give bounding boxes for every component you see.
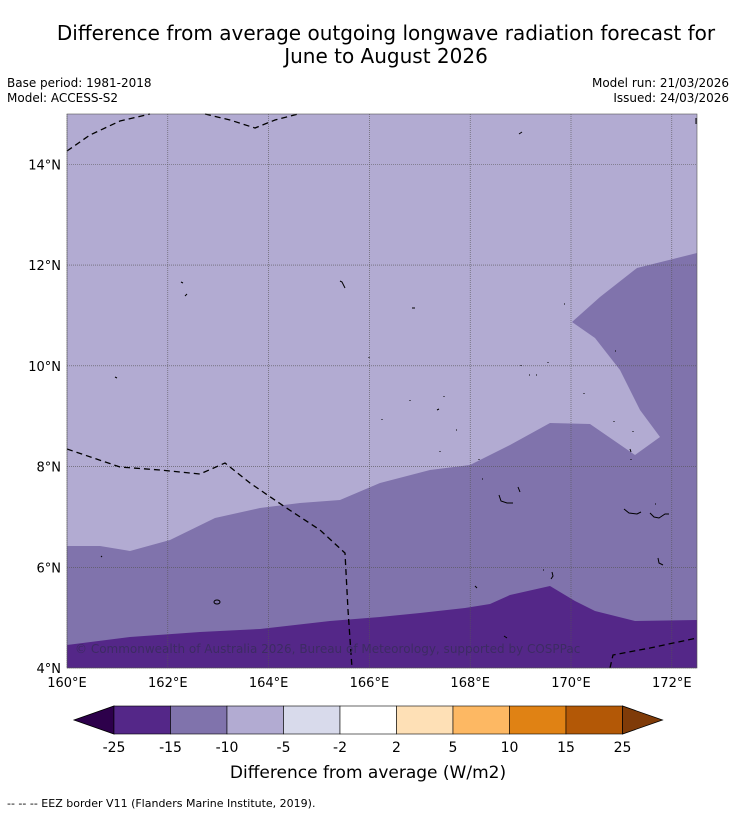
- colorbar-segment: [113, 705, 171, 735]
- lat-tick-label: 8°N: [37, 461, 62, 476]
- issued-date: Issued: 24/03/2026: [613, 91, 729, 105]
- meta-right: Model run: 21/03/2026 Issued: 24/03/2026: [592, 76, 729, 106]
- lon-tick-label: 166°E: [350, 676, 390, 691]
- colorbar-tick-label: -5: [277, 740, 291, 756]
- title-line-1: Difference from average outgoing longwav…: [56, 21, 716, 45]
- lat-tick-label: 6°N: [37, 561, 62, 576]
- lat-tick-label: 12°N: [28, 259, 61, 274]
- colorbar-extend-min: [72, 705, 115, 735]
- meta-left: Base period: 1981-2018 Model: ACCESS-S2: [7, 76, 152, 106]
- base-period: Base period: 1981-2018: [7, 76, 152, 90]
- lon-tick-label: 170°E: [551, 676, 591, 691]
- model-run: Model run: 21/03/2026: [591, 76, 729, 90]
- map-fill: [67, 114, 697, 668]
- colorbar-segment: [396, 705, 454, 735]
- colorbar-labels: -25 -15 -10 -5 -2 2 5 10 15 25: [103, 740, 632, 756]
- colorbar-segment: [565, 705, 623, 735]
- lat-tick-labels: 4°N 6°N 8°N 10°N 12°N 14°N: [28, 158, 61, 677]
- region-dark-purple: [67, 586, 697, 668]
- colorbar-tick-label: -2: [333, 740, 347, 756]
- colorbar-tick-label: 25: [614, 740, 632, 756]
- colorbar-extend-max: [622, 705, 664, 735]
- lon-tick-label: 160°E: [47, 676, 87, 691]
- footnote: -- -- -- EEZ border V11 (Flanders Marine…: [7, 797, 316, 810]
- lon-tick-label: 162°E: [148, 676, 188, 691]
- colorbar: [72, 705, 664, 735]
- colorbar-segment: [226, 705, 284, 735]
- lon-tick-label: 172°E: [652, 676, 692, 691]
- region-mid-purple: [67, 253, 697, 668]
- lon-tick-labels: 160°E 162°E 164°E 166°E 168°E 170°E 172°E: [47, 676, 691, 691]
- colorbar-tick-label: 5: [449, 740, 458, 756]
- lat-tick-label: 10°N: [28, 360, 61, 375]
- colorbar-tick-label: -10: [216, 740, 239, 756]
- colorbar-title: Difference from average (W/m2): [230, 763, 506, 783]
- colorbar-segment: [283, 705, 341, 735]
- lon-tick-label: 168°E: [450, 676, 490, 691]
- lat-tick-label: 4°N: [37, 662, 62, 677]
- chart-title: Difference from average outgoing longwav…: [0, 22, 736, 68]
- lat-tick-label: 14°N: [28, 158, 61, 173]
- map-frame: [66, 113, 698, 669]
- colorbar-segment: [170, 705, 228, 735]
- islands: [100, 118, 697, 639]
- colorbar-segment: [339, 705, 397, 735]
- eez-borders: [66, 113, 698, 669]
- model-name: Model: ACCESS-S2: [7, 91, 119, 105]
- colorbar-segment: [509, 705, 567, 735]
- colorbar-tick-label: 2: [392, 740, 401, 756]
- lon-tick-label: 164°E: [249, 676, 289, 691]
- colorbar-tick-label: 15: [557, 740, 575, 756]
- copyright-text: © Commonwealth of Australia 2026, Bureau…: [75, 642, 580, 656]
- colorbar-tick-label: 10: [501, 740, 519, 756]
- title-line-2: June to August 2026: [284, 44, 488, 68]
- colorbar-tick-label: -25: [103, 740, 126, 756]
- colorbar-segment: [452, 705, 510, 735]
- colorbar-tick-label: -15: [159, 740, 182, 756]
